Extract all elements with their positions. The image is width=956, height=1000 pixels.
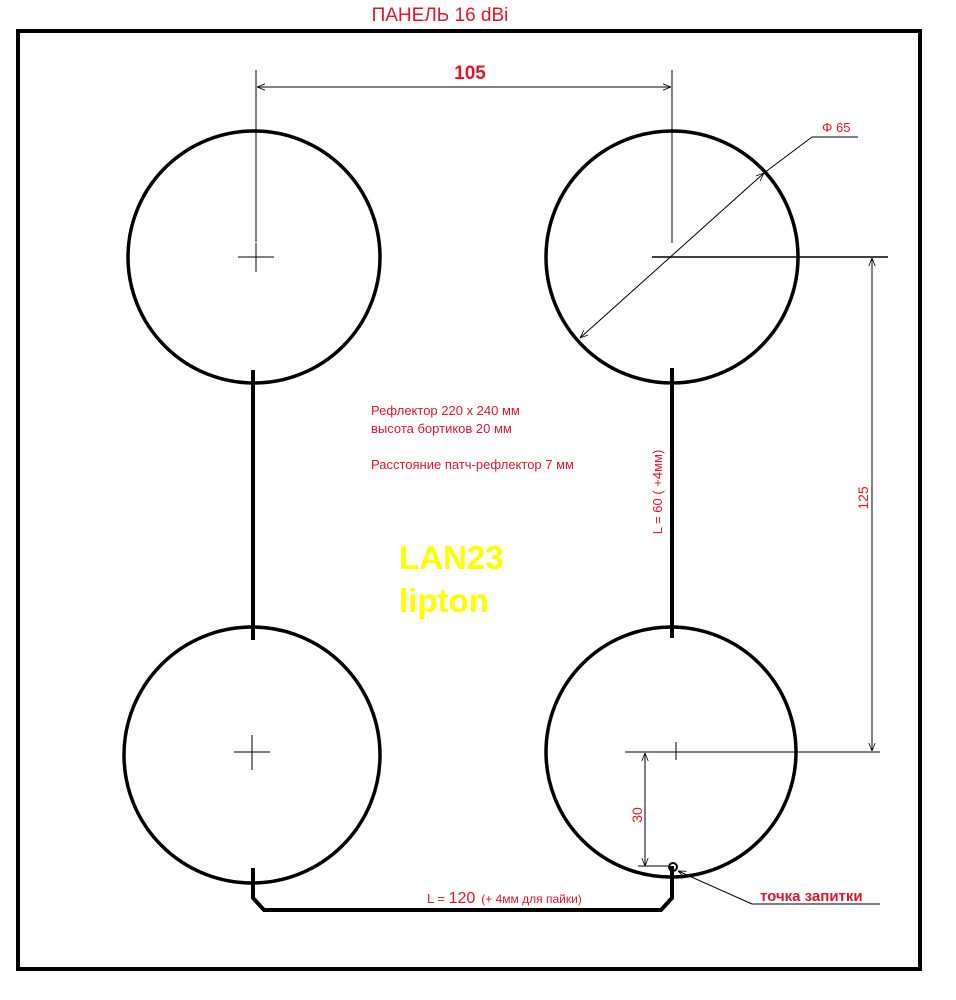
bottom-feed-length-label: L = 120 (+ 4мм для пайки) <box>427 890 582 907</box>
diameter-line <box>580 173 764 338</box>
feed-point-label: точка запитки <box>760 888 863 905</box>
note-rim-height: высота бортиков 20 мм <box>371 421 512 436</box>
dimension-125-label: 125 <box>855 486 871 510</box>
dimension-30-label: 30 <box>629 807 645 823</box>
drawing-title: ПАНЕЛЬ 16 dBi <box>372 5 509 26</box>
vertical-feed-length-label: L = 60 ( +4мм) <box>650 450 665 535</box>
feed-point-leader <box>678 870 753 905</box>
reflector-border <box>16 29 922 971</box>
watermark-line2: lipton <box>399 582 489 619</box>
note-patch-distance: Расстояние патч-рефлектор 7 мм <box>371 457 574 472</box>
dimension-105-label: 105 <box>454 63 486 84</box>
bottom-feed-prefix: L = <box>427 891 449 906</box>
bottom-feed-suffix: (+ 4мм для пайки) <box>481 892 582 906</box>
center-mark-top-left <box>238 243 274 272</box>
bottom-feed-value: 120 <box>449 890 476 907</box>
watermark-line1: LAN23 <box>399 539 504 576</box>
feed-line-bottom <box>251 866 674 912</box>
note-reflector-size: Рефлектор 220 х 240 мм <box>371 403 520 418</box>
center-mark-bottom-left <box>234 735 270 770</box>
feed-point-marker <box>668 862 678 872</box>
diameter-leader <box>763 136 813 174</box>
diameter-label: Φ 65 <box>822 120 850 135</box>
